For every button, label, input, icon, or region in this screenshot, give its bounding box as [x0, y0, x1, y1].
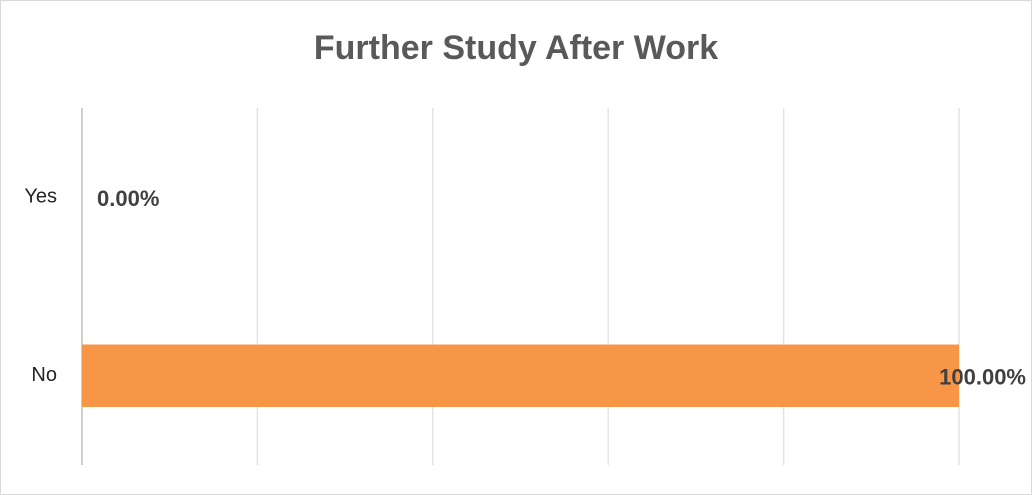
chart-title: Further Study After Work	[314, 29, 718, 67]
data-label: 0.00%	[97, 186, 159, 211]
bar	[82, 344, 959, 407]
data-label: 100.00%	[939, 365, 1026, 390]
y-tick-label: Yes	[24, 186, 57, 208]
y-tick-label: No	[31, 364, 57, 386]
